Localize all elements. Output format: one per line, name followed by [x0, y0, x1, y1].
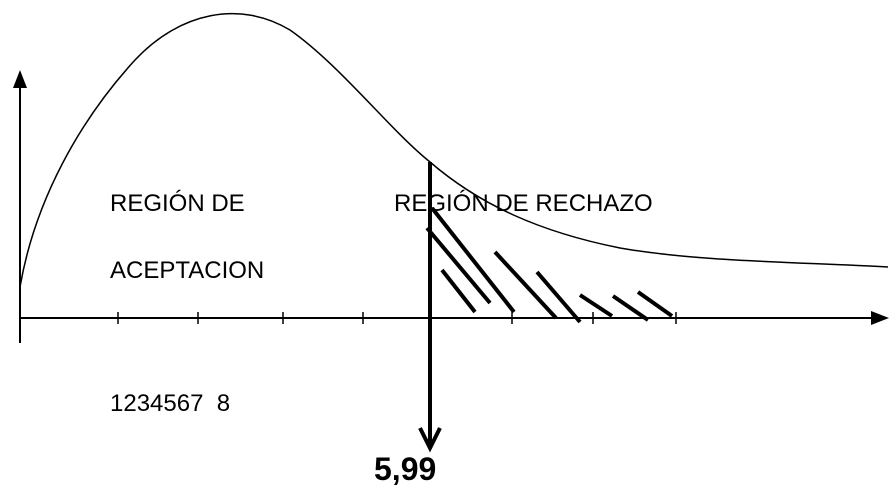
hatch-line	[493, 250, 558, 320]
y-axis-arrowhead	[13, 70, 27, 88]
acceptance-region-label-line1: REGIÓN DE	[110, 190, 245, 217]
chi-square-density-curve	[19, 12, 889, 288]
acceptance-region-label-line2: ACEPTACION	[110, 257, 264, 284]
tick-numbers-label: 1234567 8	[110, 390, 230, 417]
rejection-region-label: REGIÓN DE RECHAZO	[394, 190, 653, 217]
hatch-line	[440, 268, 477, 314]
critical-value-label: 5,99	[374, 451, 436, 487]
x-axis-ticks	[117, 312, 677, 324]
x-axis-arrowhead	[871, 311, 889, 325]
rejection-hatching	[425, 206, 674, 324]
hatch-line	[611, 294, 650, 322]
hatch-line	[535, 270, 582, 324]
hatch-line	[578, 293, 614, 318]
hatch-line	[430, 206, 516, 314]
critical-value-arrowhead	[418, 427, 442, 453]
hatch-line	[425, 226, 492, 305]
hatch-line	[636, 290, 674, 318]
